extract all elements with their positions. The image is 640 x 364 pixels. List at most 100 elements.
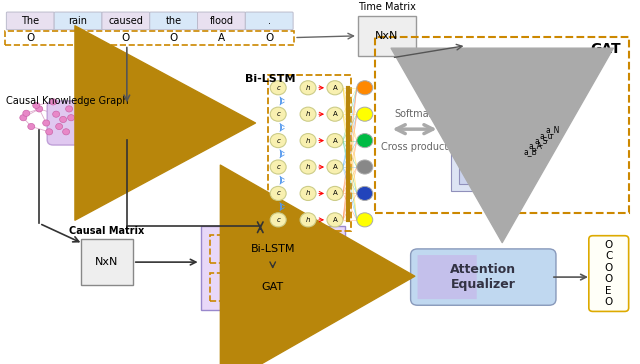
Bar xyxy=(268,75,351,231)
Text: c: c xyxy=(276,111,280,117)
Bar xyxy=(5,31,294,45)
Circle shape xyxy=(60,116,67,123)
Circle shape xyxy=(66,106,72,112)
Text: .: . xyxy=(268,16,271,26)
Circle shape xyxy=(300,134,316,148)
Circle shape xyxy=(357,160,372,174)
Text: c: c xyxy=(276,138,280,144)
Text: a_S: a_S xyxy=(534,136,548,145)
Text: B: B xyxy=(74,33,82,43)
Circle shape xyxy=(56,123,63,130)
FancyBboxPatch shape xyxy=(411,249,556,305)
Text: h: h xyxy=(306,111,310,117)
Circle shape xyxy=(270,186,286,201)
Circle shape xyxy=(327,160,343,174)
Text: h: h xyxy=(306,190,310,197)
Text: A: A xyxy=(333,164,337,170)
FancyBboxPatch shape xyxy=(417,255,477,299)
Text: rain: rain xyxy=(68,16,88,26)
Text: Bi-LSTM: Bi-LSTM xyxy=(245,74,296,84)
Text: C: C xyxy=(605,252,612,261)
FancyBboxPatch shape xyxy=(245,12,293,29)
Circle shape xyxy=(300,160,316,174)
Circle shape xyxy=(270,134,286,148)
Text: c: c xyxy=(276,217,280,223)
Text: h: h xyxy=(306,164,310,170)
Bar xyxy=(211,235,335,263)
Circle shape xyxy=(327,107,343,121)
Bar xyxy=(81,239,133,285)
Text: Bi-LSTM: Bi-LSTM xyxy=(250,244,295,254)
Bar xyxy=(375,37,628,213)
Circle shape xyxy=(43,120,50,126)
Circle shape xyxy=(270,107,286,121)
Text: h: h xyxy=(306,85,310,91)
Bar xyxy=(460,108,527,184)
Circle shape xyxy=(357,186,372,201)
Text: Time Matrix: Time Matrix xyxy=(358,2,415,12)
Circle shape xyxy=(327,134,343,148)
Text: caused: caused xyxy=(108,16,143,26)
Circle shape xyxy=(20,115,27,121)
FancyBboxPatch shape xyxy=(150,12,198,29)
Text: c: c xyxy=(276,164,280,170)
Text: Causal Knowledge Graph: Causal Knowledge Graph xyxy=(6,96,129,106)
Text: A: A xyxy=(333,85,337,91)
Circle shape xyxy=(270,213,286,227)
Circle shape xyxy=(68,115,75,121)
Text: O: O xyxy=(170,33,178,43)
Text: Softmax: Softmax xyxy=(394,108,435,119)
Circle shape xyxy=(300,213,316,227)
Bar xyxy=(476,101,538,170)
Circle shape xyxy=(270,81,286,95)
FancyBboxPatch shape xyxy=(54,12,102,29)
Text: GAT: GAT xyxy=(590,42,621,56)
Bar xyxy=(211,273,335,301)
Text: Cross product: Cross product xyxy=(381,142,448,153)
Text: NxN: NxN xyxy=(95,257,118,267)
Text: h: h xyxy=(306,217,310,223)
Bar xyxy=(200,226,345,310)
Text: a_B: a_B xyxy=(523,147,537,156)
Text: O: O xyxy=(265,33,273,43)
Text: NxN: NxN xyxy=(375,31,398,41)
Bar xyxy=(451,111,521,191)
Text: O: O xyxy=(605,263,613,273)
Text: O: O xyxy=(26,33,35,43)
Text: Causal Matrix: Causal Matrix xyxy=(69,226,145,236)
Text: Attention
Equalizer: Attention Equalizer xyxy=(450,263,516,291)
Text: a_N: a_N xyxy=(545,126,560,135)
Circle shape xyxy=(45,129,52,135)
Text: A: A xyxy=(218,33,225,43)
Circle shape xyxy=(300,186,316,201)
FancyBboxPatch shape xyxy=(47,101,207,145)
FancyBboxPatch shape xyxy=(6,12,54,29)
FancyBboxPatch shape xyxy=(112,106,200,140)
Text: The: The xyxy=(21,16,39,26)
Circle shape xyxy=(327,81,343,95)
Circle shape xyxy=(36,106,43,112)
FancyBboxPatch shape xyxy=(198,12,245,29)
Circle shape xyxy=(300,107,316,121)
Circle shape xyxy=(28,123,35,130)
Circle shape xyxy=(357,213,372,227)
Circle shape xyxy=(52,111,60,117)
Text: A: A xyxy=(333,111,337,117)
Text: c: c xyxy=(276,190,280,197)
Bar xyxy=(467,104,532,177)
Circle shape xyxy=(33,102,40,108)
Text: O: O xyxy=(605,274,613,284)
Circle shape xyxy=(270,160,286,174)
Text: c: c xyxy=(276,85,280,91)
Circle shape xyxy=(327,213,343,227)
Text: flood: flood xyxy=(209,16,234,26)
Text: a_A: a_A xyxy=(529,141,543,150)
Circle shape xyxy=(50,99,57,105)
Circle shape xyxy=(357,107,372,121)
Text: a_u: a_u xyxy=(540,131,554,140)
Text: O: O xyxy=(605,240,613,250)
FancyBboxPatch shape xyxy=(102,12,150,29)
Text: h: h xyxy=(306,138,310,144)
Text: A: A xyxy=(333,217,337,223)
Text: GAT: GAT xyxy=(262,282,284,292)
